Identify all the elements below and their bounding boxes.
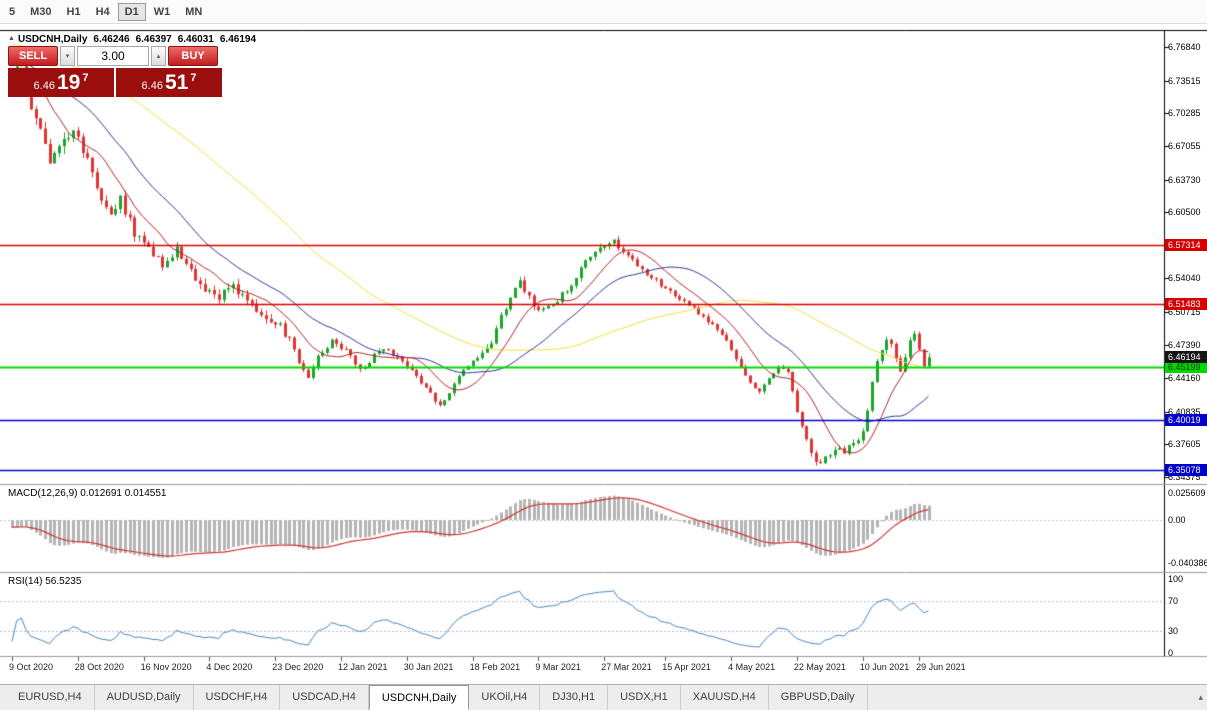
sell-price-display[interactable]: 6.46 19 7 (8, 68, 114, 97)
buy-price-sup: 7 (190, 71, 197, 84)
volume-decrement-button[interactable]: ▾ (60, 46, 75, 66)
sell-price-sup: 7 (82, 71, 89, 84)
chart-tabs-bar: EURUSD,H4 AUDUSD,Daily USDCHF,H4 USDCAD,H4 U… (0, 684, 1207, 710)
chart-tab-dj30-h1[interactable]: DJ30,H1 (540, 685, 609, 710)
chart-collapse-icon[interactable]: ▲ (8, 35, 15, 42)
buy-price-big: 51 (164, 71, 189, 94)
volume-increment-button[interactable]: ▴ (151, 46, 166, 66)
chart-tab-xauusd-h4[interactable]: XAUUSD,H4 (681, 685, 769, 710)
sell-price-prefix: 6.46 (33, 79, 55, 92)
buy-price-prefix: 6.46 (141, 79, 163, 92)
chart-tab-usdcad-h4[interactable]: USDCAD,H4 (280, 685, 369, 710)
period-button-m30[interactable]: M30 (23, 3, 58, 21)
period-button-w1[interactable]: W1 (147, 3, 178, 21)
one-click-trading-panel: SELL ▾ ▴ BUY 6.46 19 7 6.46 51 7 (8, 46, 222, 97)
ohlc-low: 6.46031 (177, 34, 214, 45)
chart-tab-ukoil-h4[interactable]: UKOil,H4 (469, 685, 541, 710)
chart-tab-gbpusd-daily[interactable]: GBPUSD,Daily (769, 685, 868, 710)
ohlc-close: 6.46194 (219, 34, 257, 45)
tab-scroll-up-icon[interactable]: ▴ (1198, 692, 1203, 702)
sell-button[interactable]: SELL (8, 46, 58, 66)
ohlc-open: 6.46246 (93, 34, 130, 45)
period-button-d1[interactable]: D1 (117, 2, 146, 21)
volume-input[interactable] (77, 46, 149, 66)
chart-tab-usdx-h1[interactable]: USDX,H1 (608, 685, 681, 710)
period-button-mn[interactable]: MN (178, 3, 209, 21)
buy-price-display[interactable]: 6.46 51 7 (116, 68, 222, 97)
ohlc-high: 6.46397 (135, 34, 172, 45)
chart-title: ▲ USDCNH,Daily 6.46246 6.46397 6.46031 6.4619… (8, 34, 256, 45)
period-button-5[interactable]: 5 (2, 3, 22, 21)
macd-indicator-label: MACD(12,26,9) 0.012691 0.014551 (8, 488, 167, 499)
chart-tab-audusd-daily[interactable]: AUDUSD,Daily (95, 685, 194, 710)
buy-button[interactable]: BUY (168, 46, 218, 66)
sell-price-big: 19 (56, 71, 81, 94)
chart-tab-usdchf-h4[interactable]: USDCHF,H4 (194, 685, 281, 710)
chart-tab-eurusd-h4[interactable]: EURUSD,H4 (6, 685, 95, 710)
chart-tab-usdcnh-daily[interactable]: USDCNH,Daily (368, 685, 470, 710)
period-button-h1[interactable]: H1 (60, 3, 88, 21)
timeframe-toolbar: 5 M30 H1 H4 D1 W1 MN (0, 0, 1207, 24)
chart-symbol-label: USDCNH,Daily (17, 34, 88, 45)
rsi-indicator-label: RSI(14) 56.5235 (8, 576, 82, 587)
period-button-h4[interactable]: H4 (89, 3, 117, 21)
